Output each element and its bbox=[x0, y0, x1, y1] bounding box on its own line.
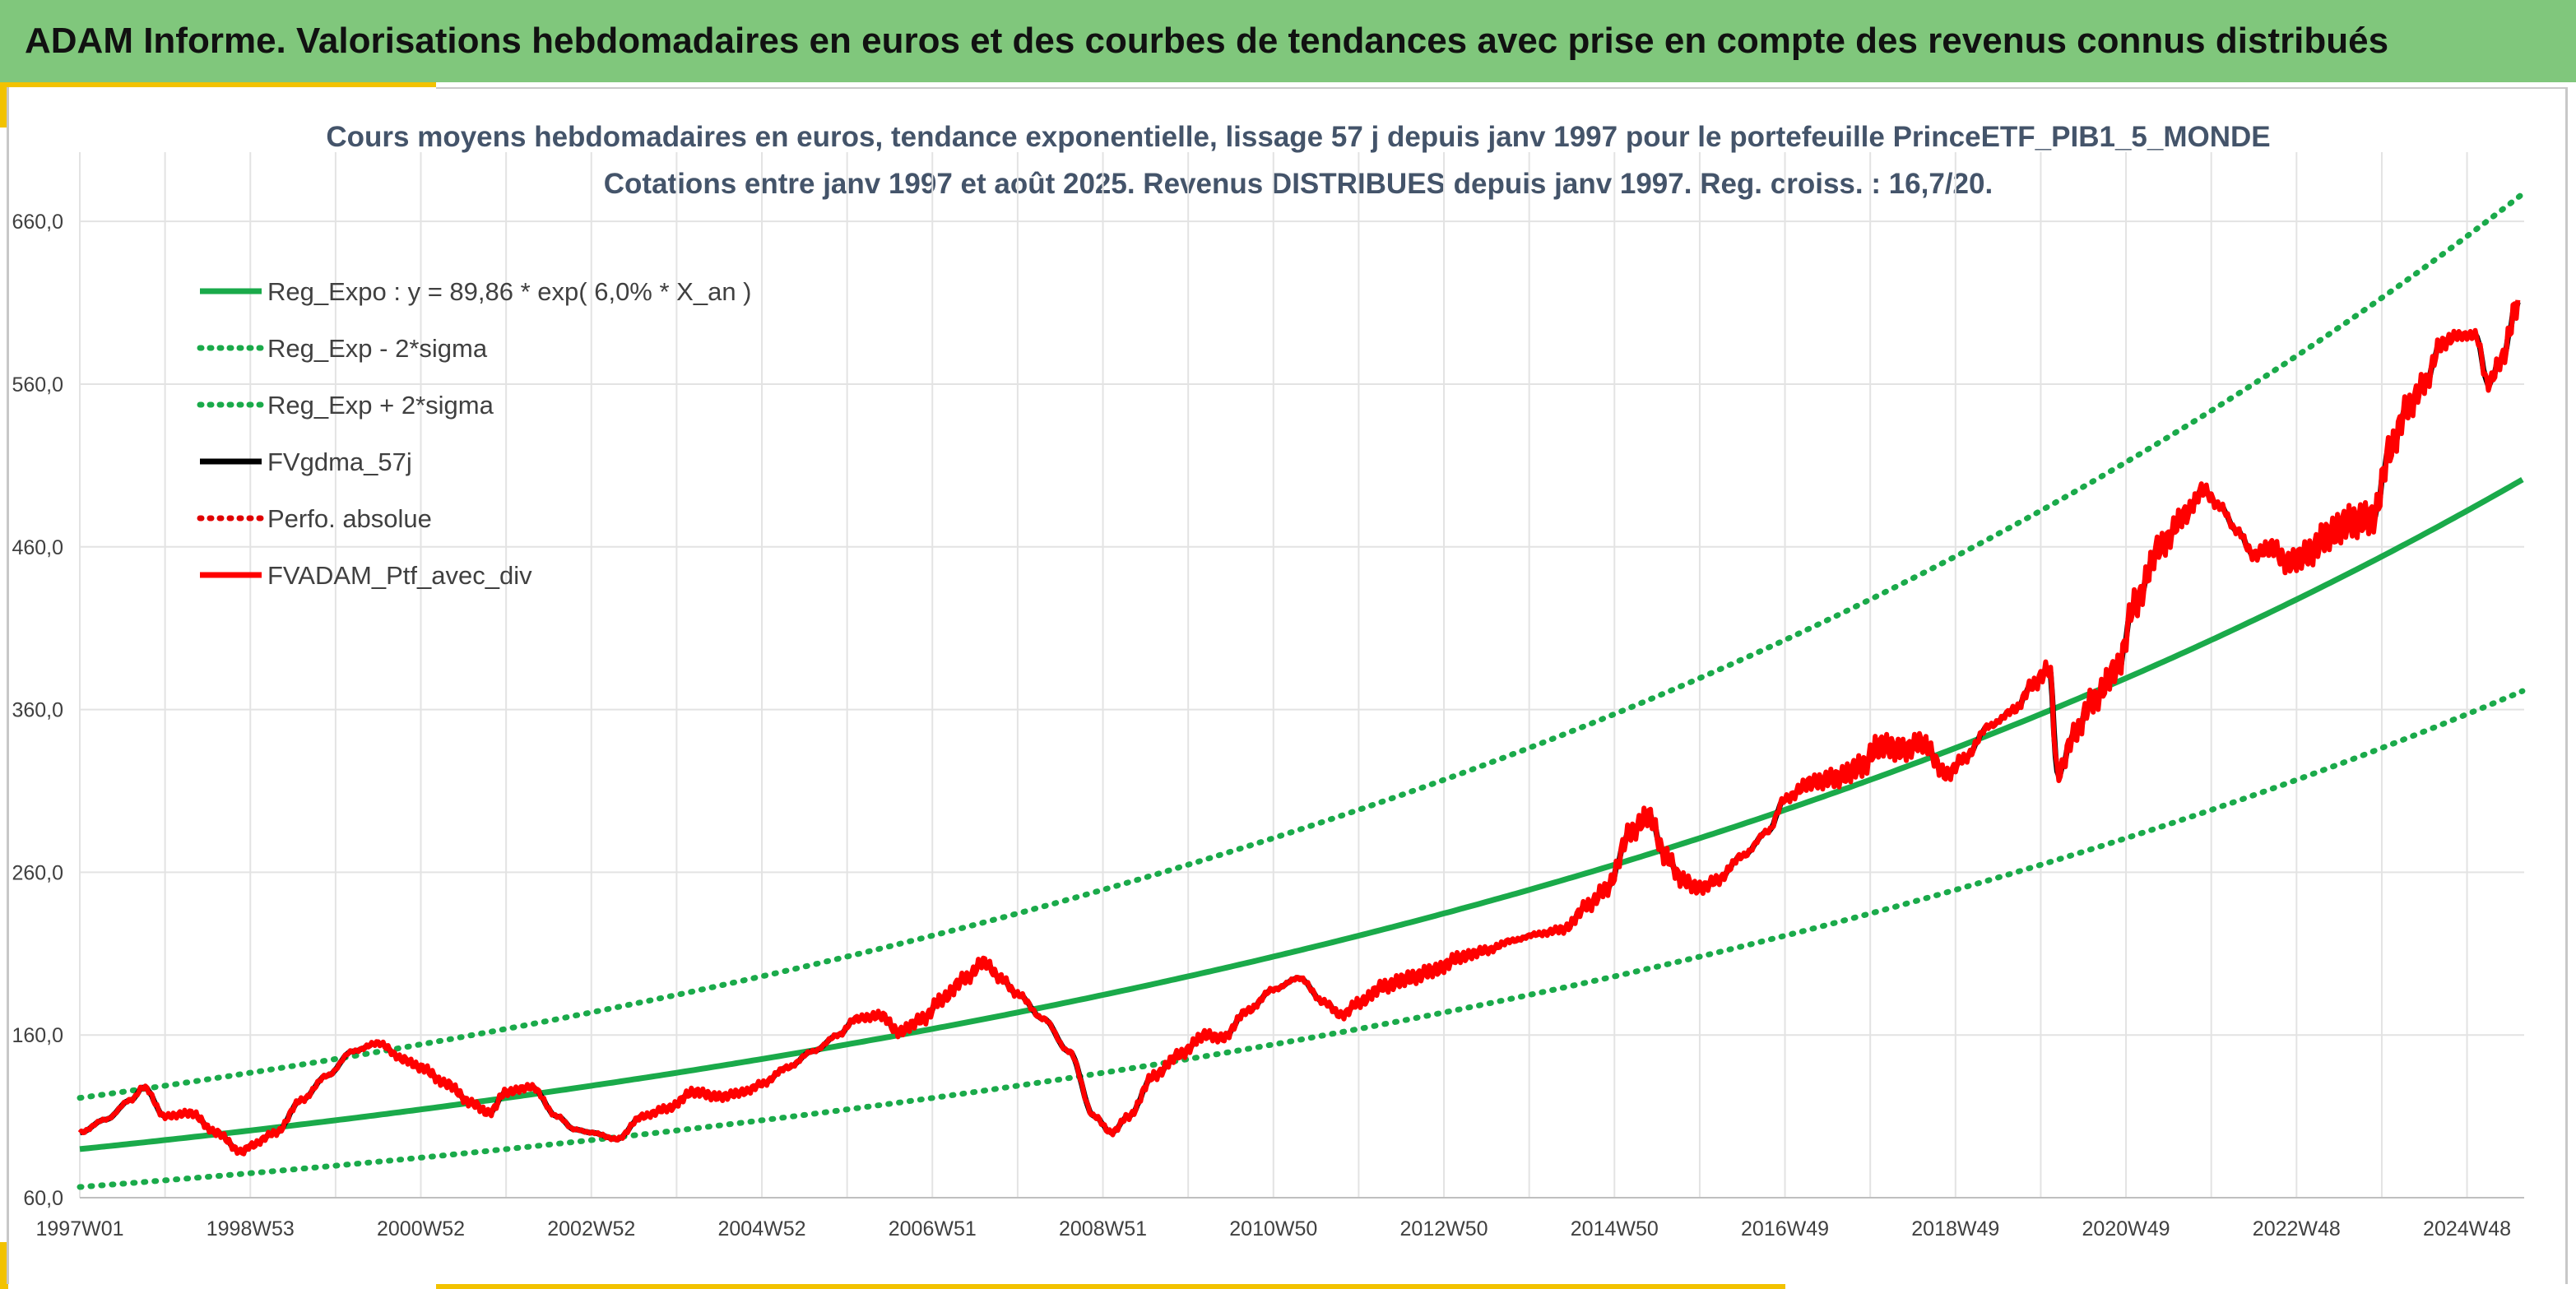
frame-accent-left-top bbox=[0, 82, 8, 128]
axes: 60,0 160,0 260,0 360,0 460,0 560,0 660,0 1997W0… bbox=[12, 211, 2524, 1240]
x-tick-label: 2006W51 bbox=[889, 1217, 977, 1240]
legend-label-fvadam: FVADAM_Ptf_avec_div bbox=[267, 561, 532, 590]
frame-border-left bbox=[7, 87, 9, 1284]
frame-accent-bottom bbox=[436, 1284, 1785, 1289]
x-tick-label: 2012W50 bbox=[1400, 1217, 1488, 1240]
x-tick-label: 1998W53 bbox=[207, 1217, 295, 1240]
legend: Reg_Expo : y = 89,86 * exp( 6,0% * X_an … bbox=[197, 277, 752, 590]
legend-label-perfo: Perfo. absolue bbox=[267, 504, 432, 533]
legend-label-fvgdma: FVgdma_57j bbox=[267, 447, 412, 476]
x-tick-label: 2016W49 bbox=[1741, 1217, 1829, 1240]
series-reg-minus-2sigma bbox=[77, 688, 2526, 1190]
y-tick-label: 660,0 bbox=[12, 211, 63, 234]
series-fvadam-ptf bbox=[77, 299, 2521, 1157]
frame-accent-top bbox=[0, 82, 436, 87]
frame-border-right bbox=[2565, 87, 2568, 1284]
x-tick-label: 2014W50 bbox=[1571, 1217, 1659, 1240]
x-tick-label: 2020W49 bbox=[2082, 1217, 2170, 1240]
x-tick-label: 2024W48 bbox=[2423, 1217, 2511, 1240]
y-tick-label: 60,0 bbox=[23, 1187, 63, 1210]
frame-border-top bbox=[436, 87, 2567, 89]
y-tick-label: 260,0 bbox=[12, 861, 63, 884]
y-tick-label: 160,0 bbox=[12, 1024, 63, 1047]
series-fvgdma-57j bbox=[78, 301, 2521, 1156]
legend-label-reg-plus: Reg_Exp + 2*sigma bbox=[267, 391, 494, 420]
chart-title-line1: Cours moyens hebdomadaires en euros, ten… bbox=[326, 121, 2270, 153]
x-tick-label: 1997W01 bbox=[35, 1217, 123, 1240]
y-tick-label: 360,0 bbox=[12, 699, 63, 722]
legend-label-reg-minus: Reg_Exp - 2*sigma bbox=[267, 334, 488, 363]
frame-accent-left-bottom bbox=[0, 1242, 8, 1289]
header-bar: ADAM Informe. Valorisations hebdomadaire… bbox=[0, 0, 2576, 82]
x-tick-label: 2002W52 bbox=[547, 1217, 635, 1240]
page-title: ADAM Informe. Valorisations hebdomadaire… bbox=[25, 21, 2389, 61]
x-tick-label: 2022W48 bbox=[2253, 1217, 2341, 1240]
x-tick-label: 2018W49 bbox=[1911, 1217, 1999, 1240]
y-tick-label: 460,0 bbox=[12, 536, 63, 559]
x-tick-label: 2004W52 bbox=[718, 1217, 806, 1240]
x-tick-label: 2000W52 bbox=[377, 1217, 465, 1240]
x-tick-label: 2008W51 bbox=[1059, 1217, 1147, 1240]
y-tick-label: 560,0 bbox=[12, 373, 63, 396]
x-tick-label: 2010W50 bbox=[1229, 1217, 1317, 1240]
series-reg-plus-2sigma bbox=[77, 191, 2526, 1101]
chart-title-line2: Cotations entre janv 1997 et août 2025. … bbox=[604, 168, 1993, 200]
series bbox=[77, 191, 2526, 1190]
legend-label-reg-expo: Reg_Expo : y = 89,86 * exp( 6,0% * X_an … bbox=[267, 277, 752, 306]
